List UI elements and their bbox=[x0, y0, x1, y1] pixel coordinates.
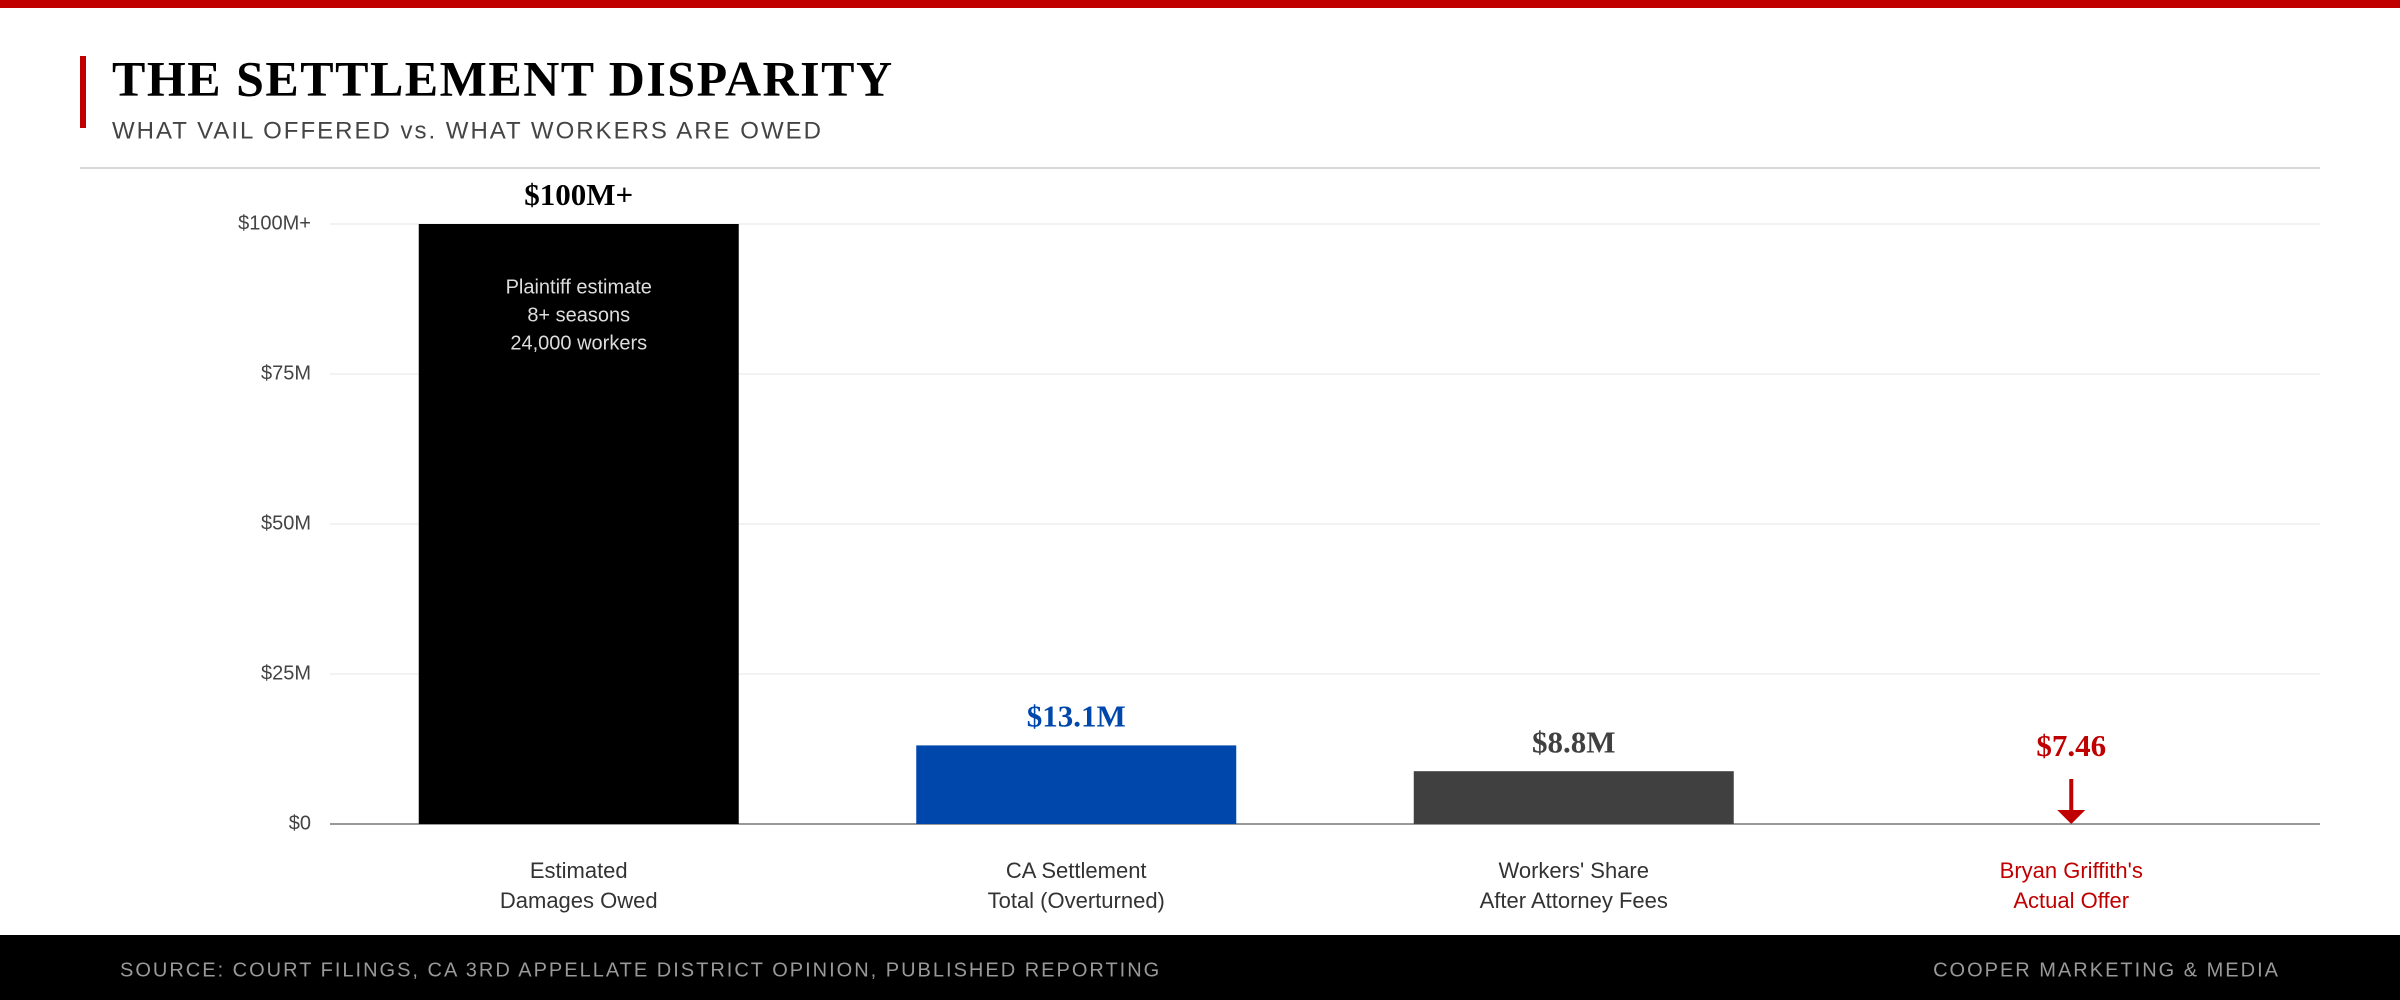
value-label: $8.8M bbox=[1532, 724, 1616, 759]
y-tick-label: $0 bbox=[289, 812, 311, 834]
x-tick-label: CA Settlement bbox=[1006, 858, 1147, 883]
credit: COOPER MARKETING & MEDIA bbox=[1933, 959, 2280, 981]
y-tick-label: $25M bbox=[261, 662, 311, 684]
y-tick-label: $100M+ bbox=[238, 212, 311, 234]
value-label: $100M+ bbox=[524, 177, 633, 212]
bar bbox=[916, 745, 1237, 824]
x-tick-label: Estimated bbox=[530, 858, 628, 883]
x-tick-label: Damages Owed bbox=[500, 888, 658, 913]
bar bbox=[1413, 771, 1734, 824]
x-tick-label: Total (Overturned) bbox=[988, 888, 1165, 913]
title-accent bbox=[80, 56, 86, 128]
chart-title: THE SETTLEMENT DISPARITY bbox=[112, 50, 894, 106]
bar-annotation: Plaintiff estimate bbox=[506, 276, 652, 298]
bar-annotation: 24,000 workers bbox=[510, 332, 647, 354]
x-tick-label: After Attorney Fees bbox=[1480, 888, 1668, 913]
y-tick-label: $50M bbox=[261, 512, 311, 534]
x-tick-label: Workers' Share bbox=[1498, 858, 1649, 883]
y-tick-label: $75M bbox=[261, 362, 311, 384]
value-label: $7.46 bbox=[2036, 728, 2106, 763]
footer bbox=[0, 935, 2400, 1000]
bar-annotation: 8+ seasons bbox=[527, 304, 630, 326]
chart-subtitle: WHAT VAIL OFFERED vs. WHAT WORKERS ARE O… bbox=[112, 117, 823, 144]
offer-arrow-head bbox=[2057, 810, 2086, 824]
source: SOURCE: COURT FILINGS, CA 3RD APPELLATE … bbox=[120, 959, 1161, 981]
bar bbox=[418, 224, 739, 824]
x-tick-label: Actual Offer bbox=[2013, 888, 2129, 913]
top-rule bbox=[0, 0, 2400, 8]
value-label: $13.1M bbox=[1027, 699, 1126, 734]
x-tick-label: Bryan Griffith's bbox=[2000, 858, 2143, 883]
